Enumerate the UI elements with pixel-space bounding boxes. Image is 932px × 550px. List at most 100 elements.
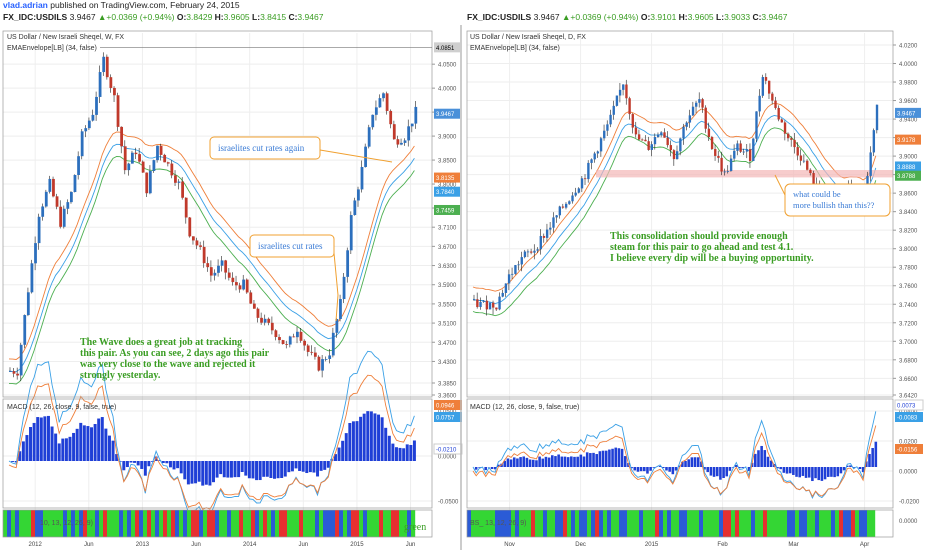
- price-axis-label: 3.9600: [899, 99, 918, 105]
- candle-body: [483, 301, 485, 302]
- candle-body: [188, 217, 191, 236]
- candle-body: [587, 163, 589, 179]
- callout-pointer: [334, 253, 338, 321]
- candle-body: [346, 250, 349, 277]
- candle-body: [749, 149, 751, 161]
- candle-body: [695, 103, 697, 107]
- pane-frame: [467, 399, 893, 508]
- left-price-axis[interactable]: 4.05004.00003.95003.90003.85003.80003.75…: [432, 42, 460, 399]
- candle-body: [31, 263, 34, 292]
- candle-body: [762, 77, 764, 96]
- left-chart-title: US Dollar / New Israeli Sheqel, W, FX: [7, 34, 124, 41]
- strip-segment: [707, 510, 711, 537]
- candle-body: [498, 297, 500, 310]
- right-last-price: 3.9467: [534, 12, 560, 22]
- strip-segment: [863, 510, 867, 537]
- price-axis-label: 3.7600: [899, 284, 918, 290]
- candle-body: [353, 200, 356, 215]
- strip-segment: [671, 510, 675, 537]
- strip-segment: [191, 510, 195, 537]
- macd-axis-label: -0.0200: [899, 500, 920, 506]
- strip-segment: [223, 510, 227, 537]
- strip-segment: [755, 510, 759, 537]
- candle-body: [705, 108, 707, 129]
- candle-body: [389, 111, 392, 124]
- strip-segment: [555, 510, 559, 537]
- author-link[interactable]: vlad.adrian: [3, 0, 48, 10]
- callout-rates: israelites cut rates: [258, 241, 323, 251]
- strip-segment: [571, 510, 575, 537]
- strip-segment: [255, 510, 259, 537]
- candle-body: [407, 126, 410, 140]
- strip-segment: [599, 510, 603, 537]
- candle-body: [131, 153, 134, 164]
- candle-body: [371, 115, 374, 127]
- candle-body: [382, 93, 385, 98]
- time-axis-label: 2013: [136, 542, 150, 548]
- left-indicator-label: EMAEnvelope[LB] (34, false): [7, 45, 97, 52]
- candle-body: [600, 138, 602, 151]
- candle-body: [635, 128, 637, 135]
- right-note-line: steam for this pair to go ahead and test…: [610, 242, 794, 253]
- candle-body: [679, 138, 681, 151]
- candle-body: [95, 97, 98, 115]
- candle-body: [578, 188, 580, 192]
- strip-segment: [391, 510, 395, 537]
- candle-body: [138, 154, 141, 161]
- candle-body: [524, 252, 526, 258]
- strip-segment: [283, 510, 287, 537]
- candle-body: [590, 159, 592, 163]
- candle-body: [793, 140, 795, 147]
- strip-segment: [835, 510, 839, 537]
- candle-body: [203, 247, 206, 263]
- strip-segment: [783, 510, 787, 537]
- candle-body: [181, 182, 184, 198]
- right-macd-pane: 0.04000.02000.0000-0.02000.0073-0.0083-0…: [467, 400, 923, 506]
- price-axis-label: 3.6300: [438, 264, 457, 270]
- candle-body: [752, 139, 754, 161]
- callout-pointer: [775, 175, 785, 195]
- strip-segment: [375, 510, 379, 537]
- candle-body: [717, 156, 719, 158]
- time-axis-label: 2012: [28, 542, 42, 548]
- green-label: green: [404, 522, 426, 533]
- strip-segment: [839, 510, 843, 537]
- strip-segment: [631, 510, 635, 537]
- candle-body: [727, 171, 729, 172]
- candle-body: [9, 371, 12, 372]
- price-badge-label: 3.8888: [897, 165, 916, 171]
- candle-body: [565, 204, 567, 208]
- price-axis-label: 3.9000: [438, 135, 457, 141]
- candle-body: [393, 124, 396, 139]
- strip-segment: [23, 510, 27, 537]
- left-close: 3.9467: [297, 12, 323, 22]
- candle-body: [517, 264, 519, 265]
- candle-body: [257, 309, 260, 318]
- candle-body: [876, 105, 878, 130]
- strip-segment: [595, 510, 599, 537]
- candle-body: [473, 299, 475, 300]
- publish-header: vlad.adrian published on TradingView.com…: [0, 0, 932, 12]
- price-axis-label: 3.4700: [438, 341, 457, 347]
- candle-body: [584, 178, 586, 179]
- candle-body: [109, 77, 112, 88]
- price-axis-label: 3.7000: [899, 340, 918, 346]
- candle-body: [300, 332, 303, 341]
- strip-segment: [531, 510, 535, 537]
- candle-body: [192, 236, 195, 240]
- strip-segment: [787, 510, 791, 537]
- candle-body: [56, 196, 59, 206]
- candle-body: [616, 96, 618, 106]
- candle-body: [486, 301, 488, 310]
- candle-body: [217, 266, 220, 273]
- candle-body: [296, 332, 299, 337]
- time-axis-label: Nov: [504, 542, 515, 548]
- strip-segment: [647, 510, 651, 537]
- right-symbol: FX_IDC:USDILS: [467, 12, 531, 22]
- strip-segment: [567, 510, 571, 537]
- strip-segment: [395, 510, 399, 537]
- strip-segment: [127, 510, 131, 537]
- strip-segment: [3, 510, 7, 537]
- right-callout-line: what could be: [793, 189, 841, 199]
